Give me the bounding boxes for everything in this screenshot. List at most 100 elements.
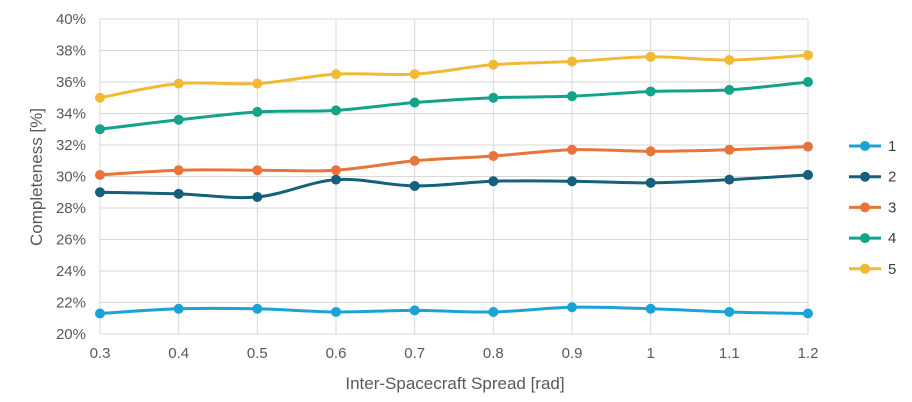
series-4 — [95, 77, 813, 135]
x-tick-label: 0.3 — [90, 345, 111, 362]
legend-swatch-marker — [860, 263, 870, 274]
data-point — [724, 306, 735, 317]
data-point — [645, 51, 656, 62]
data-point — [724, 174, 735, 185]
y-tick-label: 24% — [56, 263, 86, 280]
data-point — [173, 303, 184, 314]
data-point — [173, 188, 184, 199]
series-lines — [95, 50, 813, 319]
x-tick-label: 0.4 — [168, 345, 189, 362]
data-point — [331, 69, 341, 80]
y-tick-label: 34% — [56, 106, 86, 123]
series-3 — [95, 141, 813, 180]
data-point — [173, 114, 184, 125]
series-line — [98, 305, 810, 316]
x-tick-label: 1 — [646, 345, 654, 362]
data-point — [645, 146, 656, 157]
legend-item-4: 4 — [849, 230, 896, 247]
series-2 — [95, 169, 813, 202]
data-point — [252, 191, 263, 202]
legend-item-3: 3 — [849, 199, 896, 216]
x-tick-label: 0.9 — [562, 345, 583, 362]
data-point — [95, 124, 105, 135]
legend-label: 1 — [888, 138, 896, 155]
data-point — [803, 77, 813, 87]
data-point — [252, 78, 263, 89]
data-point — [331, 174, 341, 185]
data-point — [252, 106, 263, 117]
data-point — [95, 187, 105, 198]
x-tick-label: 0.8 — [483, 345, 504, 362]
legend-item-1: 1 — [849, 138, 896, 155]
y-tick-label: 40% — [56, 11, 86, 28]
data-point — [331, 306, 341, 317]
legend-swatch-marker — [860, 141, 870, 151]
legend-label: 5 — [888, 261, 896, 278]
data-point — [331, 165, 341, 176]
data-point — [252, 165, 263, 176]
data-point — [803, 169, 813, 180]
data-point — [803, 50, 813, 61]
series-line — [98, 53, 810, 100]
x-tick-label: 0.5 — [247, 345, 268, 362]
y-tick-label: 20% — [56, 326, 86, 343]
data-point — [488, 151, 499, 162]
data-point — [409, 305, 420, 316]
series-5 — [95, 50, 813, 103]
y-tick-label: 30% — [56, 169, 86, 186]
data-point — [409, 97, 420, 108]
data-point — [567, 144, 577, 155]
legend-item-2: 2 — [849, 169, 896, 186]
data-point — [252, 303, 263, 314]
legend: 1 2 3 4 5 — [849, 138, 896, 278]
series-line — [98, 80, 810, 131]
y-tick-label: 38% — [56, 43, 86, 60]
y-tick-label: 26% — [56, 232, 86, 249]
legend-label: 3 — [888, 199, 896, 216]
y-axis-title: Completeness [%] — [27, 108, 46, 246]
data-point — [567, 176, 577, 187]
x-tick-label: 0.6 — [326, 345, 347, 362]
data-point — [645, 86, 656, 97]
legend-swatch-marker — [860, 233, 870, 244]
data-point — [409, 155, 420, 166]
x-tick-label: 0.7 — [404, 345, 425, 362]
legend-swatch-marker — [860, 202, 870, 213]
data-point — [409, 180, 420, 191]
x-tick-label: 1.1 — [719, 345, 740, 362]
data-point — [567, 56, 577, 67]
x-axis-title: Inter-Spacecraft Spread [rad] — [345, 374, 564, 393]
x-axis-ticks: 0.3 0.4 0.5 0.6 0.7 0.8 0.9 1 1.1 1.2 — [90, 345, 819, 362]
data-point — [724, 54, 735, 65]
data-point — [724, 144, 735, 155]
data-point — [173, 78, 184, 89]
data-point — [803, 308, 813, 319]
y-tick-label: 36% — [56, 74, 86, 91]
data-point — [488, 92, 499, 103]
series-line — [98, 173, 810, 200]
data-point — [95, 92, 105, 103]
data-point — [567, 91, 577, 102]
legend-label: 4 — [888, 230, 896, 247]
legend-label: 2 — [888, 169, 896, 186]
data-point — [567, 302, 577, 313]
y-tick-label: 28% — [56, 200, 86, 217]
data-point — [803, 141, 813, 152]
data-point — [488, 59, 499, 70]
series-1 — [95, 302, 813, 319]
data-point — [488, 306, 499, 317]
y-axis-ticks: 20% 22% 24% 26% 28% 30% 32% 34% 36% 38% 40% — [56, 11, 86, 343]
data-point — [724, 84, 735, 95]
data-point — [331, 105, 341, 116]
data-point — [95, 169, 105, 180]
x-tick-label: 1.2 — [798, 345, 819, 362]
gridlines — [99, 18, 809, 335]
data-point — [645, 177, 656, 188]
data-point — [409, 69, 420, 80]
series-line — [98, 145, 810, 177]
data-point — [488, 176, 499, 187]
data-point — [95, 308, 105, 319]
legend-swatch-marker — [860, 171, 870, 182]
legend-item-5: 5 — [849, 261, 896, 278]
